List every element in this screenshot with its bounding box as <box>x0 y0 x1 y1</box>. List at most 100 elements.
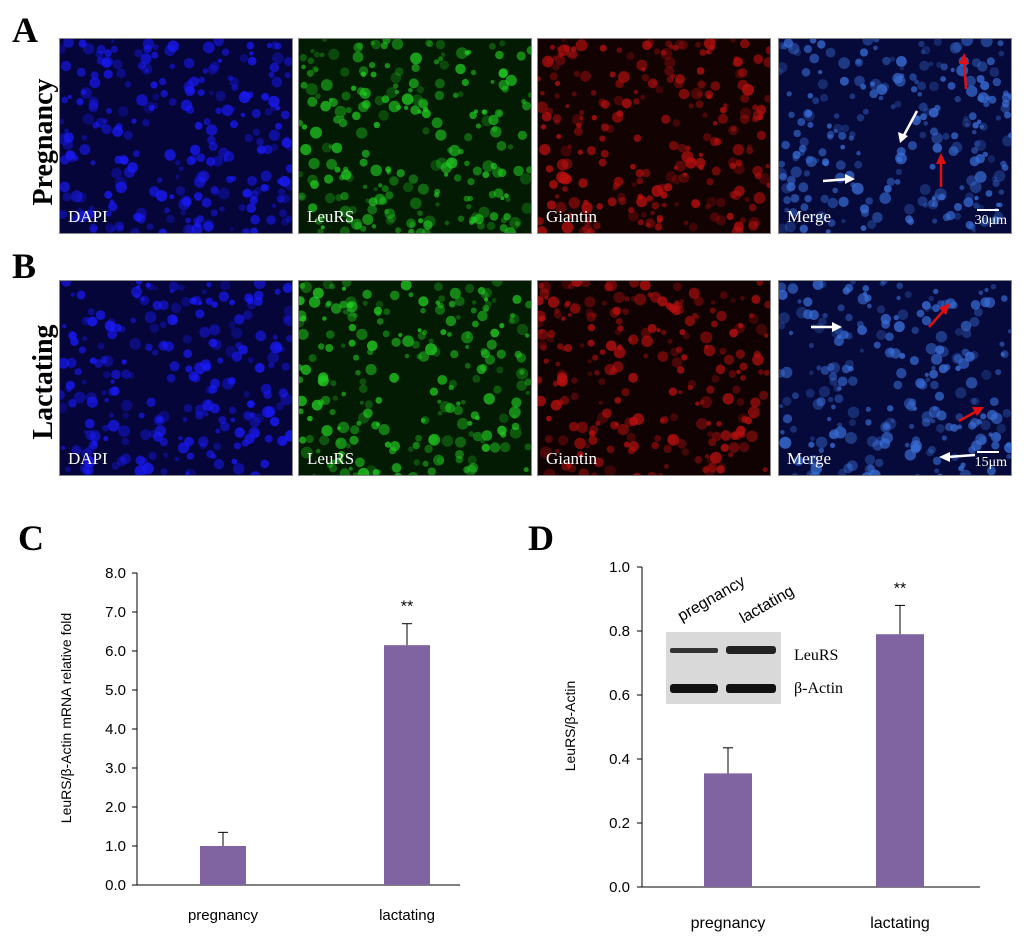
cell-blob <box>685 145 691 151</box>
cell-blob <box>563 44 571 53</box>
cell-blob <box>519 173 531 185</box>
cell-blob <box>610 421 619 430</box>
cell-blob <box>751 294 761 304</box>
cell-blob <box>720 443 729 452</box>
cell-blob <box>198 436 209 447</box>
cell-blob <box>576 451 583 458</box>
category-label: pregnancy <box>188 907 259 924</box>
cell-blob <box>681 150 694 163</box>
cell-blob <box>880 313 891 325</box>
cell-blob <box>809 39 817 44</box>
cell-blob <box>732 144 744 156</box>
cell-blob <box>540 124 547 130</box>
cell-blob <box>554 80 561 86</box>
cell-blob <box>60 181 70 193</box>
cell-blob <box>385 166 392 173</box>
cell-blob <box>247 400 255 408</box>
cell-blob <box>710 451 722 464</box>
cell-blob <box>351 85 357 91</box>
cell-blob <box>525 333 530 338</box>
cell-blob <box>284 430 292 442</box>
cell-blob <box>920 49 926 55</box>
cell-blob <box>275 122 282 130</box>
cell-blob <box>932 456 942 466</box>
cell-blob <box>870 81 875 87</box>
cell-blob <box>60 60 72 72</box>
cell-blob <box>254 413 264 424</box>
cell-blob <box>104 397 109 403</box>
cell-blob <box>862 39 874 46</box>
cell-blob <box>895 168 903 176</box>
cell-blob <box>404 353 410 359</box>
cell-blob <box>779 369 785 378</box>
cell-blob <box>408 228 415 233</box>
cell-blob <box>185 365 193 373</box>
cell-blob <box>599 44 607 52</box>
cell-blob <box>408 292 414 298</box>
cell-blob <box>590 89 597 96</box>
cell-blob <box>934 468 940 474</box>
cell-blob <box>440 329 447 336</box>
cell-blob <box>972 474 976 475</box>
cell-blob <box>360 71 367 77</box>
cell-blob <box>739 217 746 224</box>
cell-blob <box>977 61 988 72</box>
cell-blob <box>980 413 987 420</box>
cell-blob <box>78 39 87 48</box>
cell-blob <box>110 227 116 232</box>
cell-blob <box>804 195 812 203</box>
cell-blob <box>965 192 974 201</box>
cell-blob <box>219 206 225 212</box>
micrograph-b-dapi: DAPI <box>59 280 293 476</box>
cell-blob <box>468 462 479 473</box>
cell-blob <box>421 109 431 119</box>
cell-blob <box>115 181 127 194</box>
cell-blob <box>788 45 793 51</box>
cell-blob <box>615 318 623 325</box>
cell-blob <box>114 221 125 232</box>
cell-blob <box>971 129 977 135</box>
cell-blob <box>747 406 760 419</box>
cell-blob <box>948 146 959 156</box>
cell-blob <box>489 212 499 221</box>
cell-blob <box>60 402 68 413</box>
cell-blob <box>511 397 522 408</box>
cell-blob <box>169 289 174 294</box>
cell-blob <box>1001 295 1008 302</box>
cell-blob <box>110 39 115 44</box>
cell-blob <box>134 293 141 299</box>
cell-blob <box>348 323 357 332</box>
cell-blob <box>703 464 716 475</box>
cell-blob <box>374 95 385 106</box>
cell-blob <box>818 148 827 157</box>
cell-blob <box>516 51 526 61</box>
cell-blob <box>909 423 915 429</box>
cell-blob <box>937 473 943 475</box>
white-arrow-icon <box>898 110 919 143</box>
cell-blob <box>711 431 722 442</box>
cell-blob <box>1000 352 1005 357</box>
cell-blob <box>207 64 218 75</box>
cell-blob <box>674 304 684 315</box>
cell-blob <box>471 212 481 222</box>
cell-blob <box>89 358 95 364</box>
cell-blob <box>382 330 390 338</box>
cell-blob <box>499 323 505 329</box>
cell-blob <box>740 295 745 301</box>
cell-blob <box>247 176 257 186</box>
cell-blob <box>709 307 716 314</box>
y-tick-label: 2.0 <box>105 799 126 816</box>
cell-blob <box>579 115 584 121</box>
cell-blob <box>859 348 864 353</box>
cell-blob <box>222 377 234 390</box>
cell-blob <box>481 109 487 114</box>
cell-blob <box>299 171 304 178</box>
cell-blob <box>556 134 562 139</box>
cell-blob <box>260 459 270 469</box>
cell-blob <box>779 173 788 181</box>
cell-blob <box>328 97 338 107</box>
cell-blob <box>904 291 912 299</box>
channel-label: LeuRS <box>307 449 355 468</box>
cell-blob <box>857 325 867 336</box>
cell-blob <box>929 163 936 170</box>
